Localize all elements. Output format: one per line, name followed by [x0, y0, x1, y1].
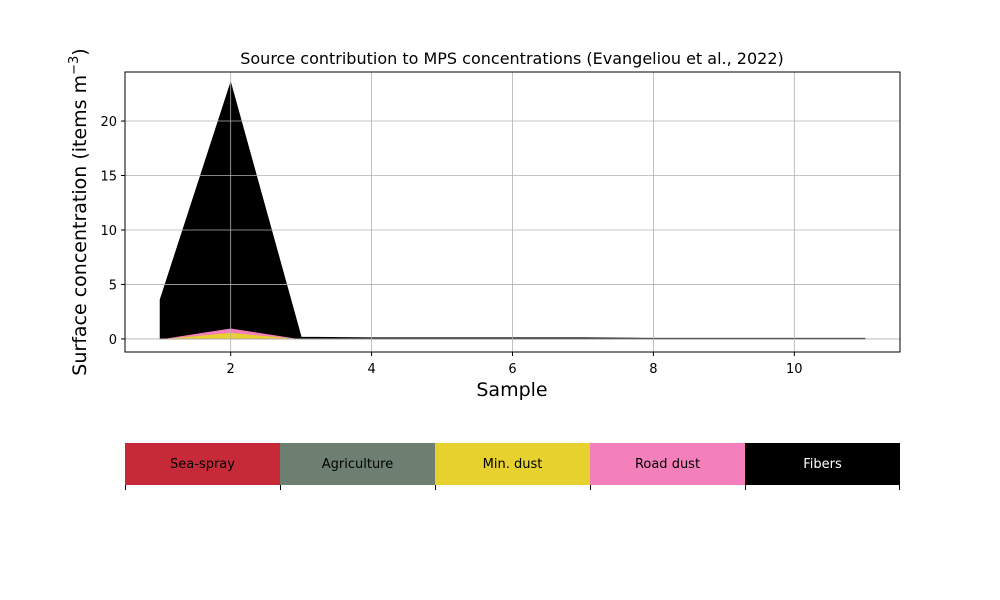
y-tick-label: 15 — [100, 170, 117, 185]
colorbar-label: Fibers — [803, 456, 842, 472]
x-axis-ticks: 2 4 6 8 10 — [227, 352, 803, 377]
colorbar-cell-min-dust: Min. dust — [435, 443, 590, 485]
y-axis-label-exponent: −3 — [67, 56, 82, 75]
y-tick-label: 0 — [109, 333, 117, 348]
colorbar-tick — [280, 485, 281, 490]
y-axis-label-main: Surface concentration (items m — [69, 75, 91, 376]
colorbar-tick — [125, 485, 126, 490]
y-axis-label-close: ) — [69, 48, 91, 55]
colorbar-tick — [590, 485, 591, 490]
x-tick-label: 8 — [649, 362, 657, 377]
colorbar-tick — [435, 485, 436, 490]
colorbar-label: Sea-spray — [170, 456, 235, 472]
colorbar-cell-agriculture: Agriculture — [280, 443, 435, 485]
y-axis-label: Surface concentration (items m−3) — [67, 48, 91, 375]
y-tick-label: 5 — [109, 278, 117, 293]
grid-lines — [125, 72, 900, 352]
colorbar-ticks — [125, 485, 900, 491]
colorbar-tick — [899, 485, 900, 490]
colorbar-label: Road dust — [634, 456, 701, 472]
x-tick-label: 10 — [786, 362, 803, 377]
colorbar-label: Agriculture — [321, 456, 394, 472]
x-axis-label: Sample — [476, 379, 547, 401]
x-tick-label: 4 — [367, 362, 375, 377]
source-colorbar: Sea-spray Agriculture Min. dust Road dust Fi… — [125, 443, 900, 485]
y-axis-ticks: 0 5 10 15 20 — [100, 115, 125, 348]
colorbar-cell-fibers: Fibers — [745, 443, 900, 485]
x-tick-label: 6 — [508, 362, 516, 377]
colorbar-tick — [745, 485, 746, 490]
y-tick-label: 20 — [100, 115, 117, 130]
x-tick-label: 2 — [227, 362, 235, 377]
y-tick-label: 10 — [100, 224, 117, 239]
colorbar-cell-road-dust: Road dust — [590, 443, 745, 485]
colorbar-label: Min. dust — [482, 456, 543, 472]
colorbar-cell-sea-spray: Sea-spray — [125, 443, 280, 485]
chart-title: Source contribution to MPS concentration… — [240, 49, 784, 68]
